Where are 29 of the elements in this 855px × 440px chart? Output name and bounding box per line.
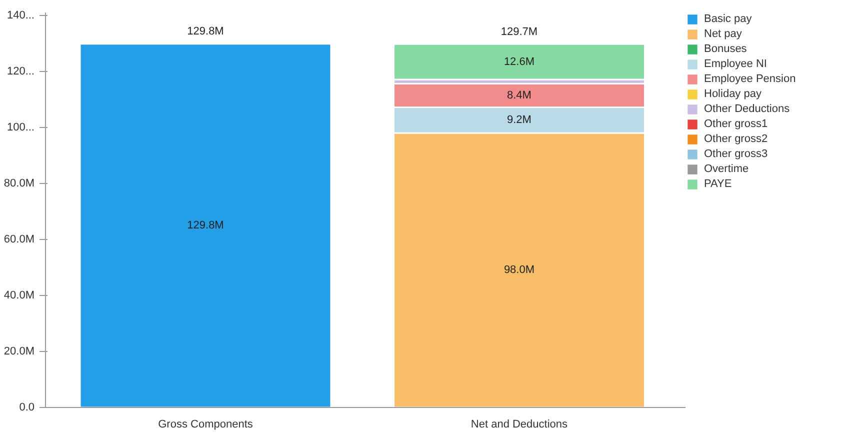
data-label: 12.6M	[504, 56, 535, 68]
legend-label: Other gross1	[704, 117, 768, 131]
legend-label: Other Deductions	[704, 102, 790, 116]
y-tick-label: 40.0M	[4, 289, 35, 302]
legend-label: Overtime	[704, 162, 749, 176]
legend-label: Bonuses	[704, 42, 747, 56]
legend-label: Holiday pay	[704, 87, 762, 101]
legend-label: Basic pay	[704, 12, 752, 26]
x-tick-label: Net and Deductions	[470, 418, 568, 430]
y-tick-label: 60.0M	[4, 233, 35, 246]
y-tick-label: 140...	[6, 9, 35, 22]
y-tick-label: 80.0M	[4, 177, 35, 190]
legend-label: Net pay	[704, 27, 742, 41]
y-tick-label: 100...	[6, 121, 35, 134]
x-tick-label: Gross Components	[158, 418, 254, 430]
legend-label: Employee NI	[704, 57, 767, 71]
data-label: 8.4M	[507, 89, 532, 102]
y-tick-label: 120...	[6, 65, 35, 78]
legend-label: Other gross3	[704, 147, 768, 161]
data-label: 9.2M	[507, 114, 532, 126]
data-label: 98.0M	[504, 264, 535, 276]
legend-label: PAYE	[704, 177, 732, 191]
y-tick-label: 20.0M	[4, 345, 35, 358]
legend-label: Employee Pension	[704, 72, 796, 86]
legend-label: Other gross2	[704, 132, 768, 146]
y-tick-label: 0.0	[19, 402, 35, 414]
data-label: 129.8M	[187, 220, 224, 232]
total-label: 129.8M	[187, 26, 224, 38]
total-label: 129.7M	[500, 26, 538, 38]
